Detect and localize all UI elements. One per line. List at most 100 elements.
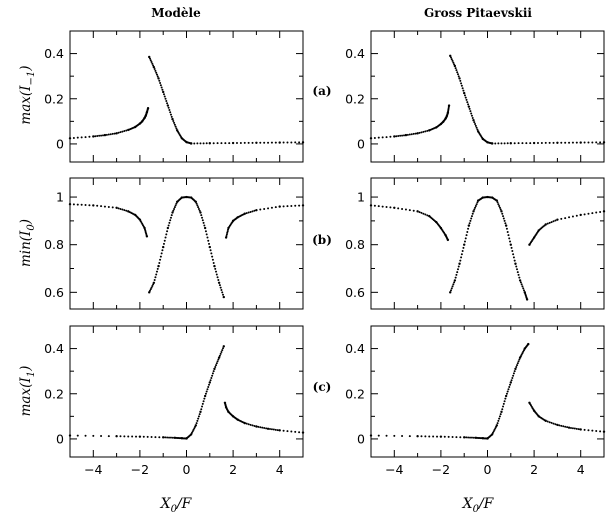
data-point (471, 116, 474, 119)
data-point (464, 96, 467, 99)
data-point (389, 135, 392, 138)
data-point (556, 141, 559, 145)
data-point (452, 283, 455, 286)
data-point (467, 103, 470, 106)
data-point (228, 142, 231, 145)
data-point (516, 271, 519, 274)
y-tick-label: 0.4 (345, 341, 365, 356)
data-point (408, 133, 411, 136)
data-point (502, 217, 505, 220)
data-point (418, 131, 421, 134)
x-axis-label-left: X0/F (160, 496, 193, 515)
data-point (243, 421, 246, 425)
data-point (209, 249, 212, 252)
data-point (426, 129, 429, 132)
data-point (162, 93, 165, 96)
data-point (463, 436, 466, 439)
data-point (514, 367, 517, 371)
data-point (274, 141, 277, 144)
data-point (76, 203, 79, 206)
data-point (449, 291, 452, 294)
data-point (587, 212, 590, 215)
data-point (569, 426, 572, 429)
data-point (278, 205, 281, 208)
data-point (163, 95, 166, 98)
x-tick-label: −4 (385, 462, 403, 477)
data-point (119, 207, 122, 210)
data-point (142, 435, 145, 438)
data-point (206, 388, 209, 391)
data-point (515, 265, 518, 268)
data-point (567, 426, 571, 429)
data-point (298, 141, 301, 144)
data-point (451, 59, 454, 62)
data-point (550, 421, 553, 424)
data-point (221, 291, 224, 294)
data-point (175, 202, 178, 205)
data-point (595, 429, 598, 432)
data-point (259, 141, 262, 144)
data-point (459, 79, 462, 82)
data-point (211, 255, 214, 258)
data-point (457, 265, 460, 268)
data-point (196, 419, 199, 422)
data-point (301, 204, 305, 207)
data-point (498, 204, 501, 207)
data-point (401, 207, 404, 210)
data-point (207, 239, 210, 242)
data-point (195, 422, 198, 425)
data-point (247, 141, 250, 144)
data-point (123, 209, 126, 212)
data-point (544, 223, 547, 226)
data-point (197, 415, 200, 418)
data-point (155, 73, 158, 76)
data-point (155, 270, 158, 273)
y-tick-label: 0.4 (44, 341, 64, 356)
data-point (552, 422, 555, 425)
data-point (499, 413, 502, 416)
data-point (210, 376, 213, 379)
data-point (591, 429, 594, 432)
data-series-2 (449, 54, 494, 145)
data-point (190, 431, 193, 434)
data-point (506, 142, 509, 145)
data-series-2 (486, 342, 530, 440)
data-series-1 (68, 434, 188, 440)
data-point (456, 71, 459, 74)
data-point (412, 209, 415, 212)
data-point (474, 206, 477, 209)
data-point (220, 350, 223, 353)
data-point (499, 208, 502, 211)
data-point (150, 436, 153, 439)
data-point (562, 425, 565, 428)
data-point (167, 224, 170, 227)
data-point (507, 234, 510, 237)
data-point (516, 364, 519, 367)
data-point (162, 90, 165, 94)
data-point (153, 279, 156, 282)
data-point (602, 430, 606, 433)
data-point (290, 141, 293, 144)
data-series-3 (223, 401, 305, 434)
data-point (546, 420, 549, 423)
y-tick-label: 0.8 (44, 237, 64, 252)
data-point (203, 224, 206, 227)
data-point (510, 246, 513, 249)
data-point (157, 264, 160, 268)
data-point (150, 286, 153, 289)
data-point (135, 435, 138, 438)
panel-c-gross-pitaevskii: 0 0.2 0.4 −4 −2 0 2 4 (345, 325, 606, 477)
data-point (459, 259, 462, 262)
data-series-1 (68, 203, 149, 238)
data-point (198, 209, 201, 212)
data-point (498, 415, 501, 418)
data-point (494, 427, 497, 430)
data-point (80, 203, 83, 206)
data-point (88, 135, 91, 138)
data-point (204, 392, 207, 395)
x-tick-label: 2 (229, 462, 237, 477)
data-point (164, 97, 167, 100)
data-point (503, 400, 506, 403)
data-point (532, 141, 536, 145)
